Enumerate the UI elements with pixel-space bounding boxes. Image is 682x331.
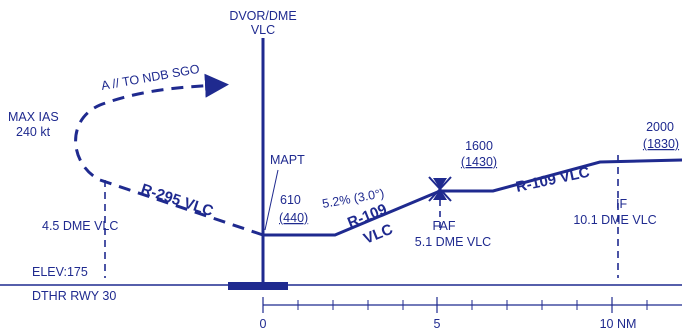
- faf-altitude: 1600: [465, 139, 493, 153]
- mapt-leader: [264, 169, 279, 231]
- if-label: IF: [616, 197, 627, 211]
- navaid-ident: VLC: [251, 23, 275, 37]
- faf-height: (1430): [461, 155, 497, 169]
- distance-scale: [262, 297, 682, 313]
- aerodrome-elevation: ELEV:175: [32, 265, 88, 279]
- runway-bar: [228, 282, 288, 290]
- intermediate-radial-label: R-109 VLC: [514, 164, 591, 196]
- max-ias-value: 240 kt: [16, 125, 51, 139]
- outbound-radial-label: R-295 VLC: [139, 181, 216, 220]
- scale-tick-0: 0: [260, 317, 267, 331]
- profile-path: [263, 158, 682, 237]
- navaid-type: DVOR/DME: [229, 9, 296, 23]
- faf-symbol: [428, 176, 452, 202]
- if-height: (1830): [643, 137, 679, 151]
- fix-45-dme: 4.5 DME VLC: [42, 219, 118, 233]
- mapt-height: (440): [279, 211, 308, 225]
- scale-tick-10: 10 NM: [600, 317, 637, 331]
- missed-approach-path: [74, 73, 264, 237]
- aerodrome-threshold: DTHR RWY 30: [32, 289, 116, 303]
- scale-tick-5: 5: [434, 317, 441, 331]
- missed-approach-label: A // TO NDB SGO: [100, 62, 201, 93]
- if-dme: 10.1 DME VLC: [573, 213, 656, 227]
- faf-dme: 5.1 DME VLC: [415, 235, 491, 249]
- mapt-altitude: 610: [280, 193, 301, 207]
- if-altitude: 2000: [646, 120, 674, 134]
- faf-label: FAF: [433, 219, 456, 233]
- max-ias-label: MAX IAS: [8, 110, 59, 124]
- mapt-label: MAPT: [270, 153, 305, 167]
